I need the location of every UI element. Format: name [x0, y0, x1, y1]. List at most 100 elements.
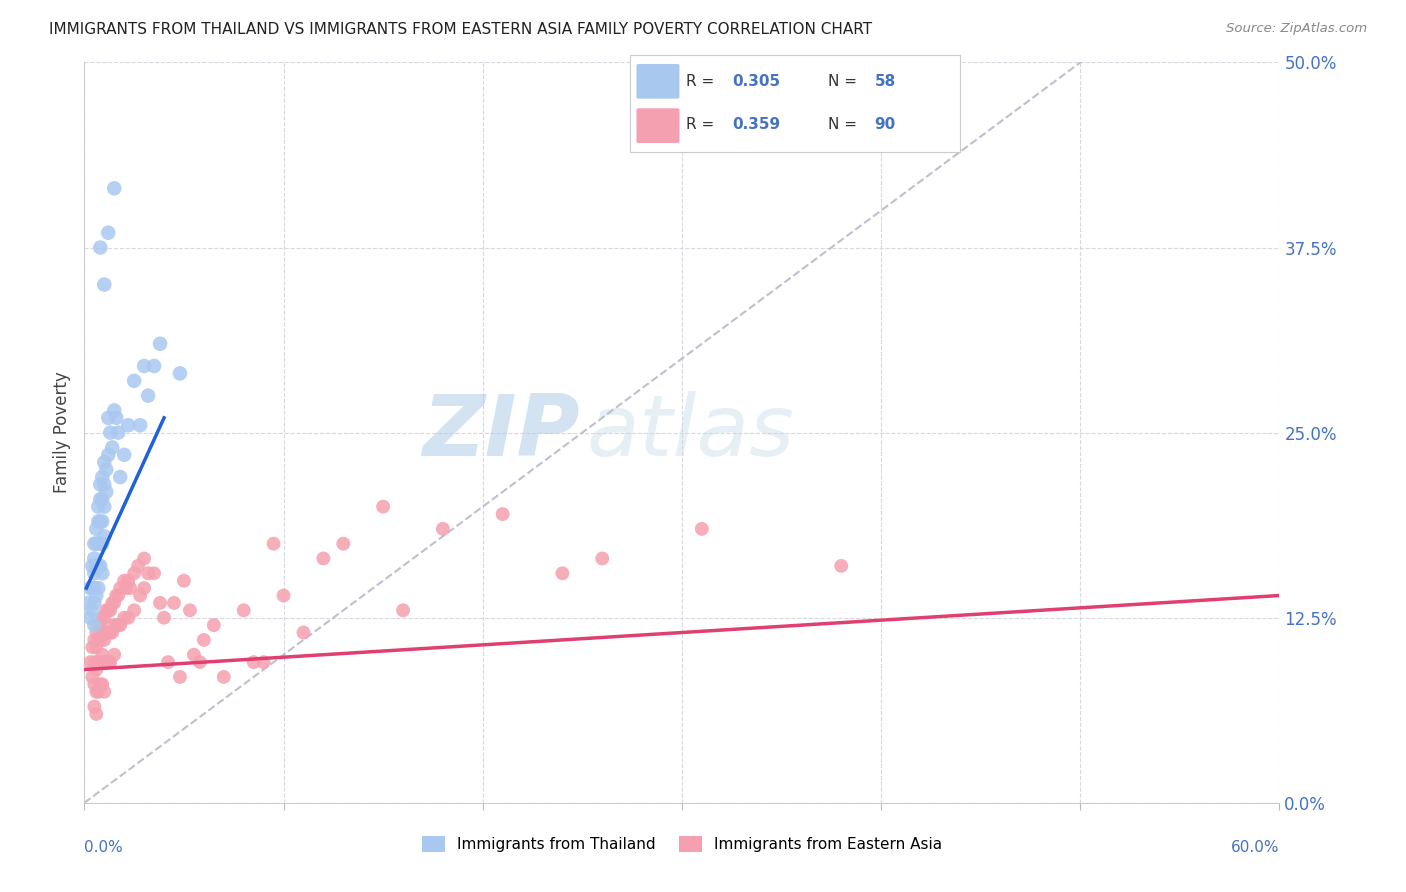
Point	[86, 640, 108, 655]
Point	[89, 677, 111, 691]
Point	[82, 603, 104, 617]
Point	[129, 589, 152, 603]
Point	[127, 558, 149, 573]
Point	[83, 581, 105, 595]
Point	[91, 677, 114, 691]
Point	[91, 566, 114, 581]
Text: 60.0%: 60.0%	[1232, 840, 1279, 855]
Point	[312, 551, 335, 566]
Point	[83, 536, 105, 550]
Point	[89, 632, 111, 647]
Text: atlas: atlas	[586, 391, 794, 475]
Point	[112, 574, 135, 588]
Point	[173, 574, 195, 588]
Point	[132, 581, 156, 595]
Point	[79, 610, 101, 624]
Point	[87, 618, 110, 632]
Point	[253, 655, 276, 669]
Text: 0.0%: 0.0%	[84, 840, 124, 855]
Text: IMMIGRANTS FROM THAILAND VS IMMIGRANTS FROM EASTERN ASIA FAMILY POVERTY CORRELAT: IMMIGRANTS FROM THAILAND VS IMMIGRANTS F…	[49, 22, 872, 37]
Point	[273, 589, 295, 603]
Point	[82, 581, 104, 595]
Point	[122, 566, 145, 581]
Point	[105, 589, 128, 603]
Point	[86, 706, 108, 721]
Point	[110, 618, 132, 632]
Point	[169, 367, 191, 381]
Point	[492, 507, 515, 521]
Text: 0.305: 0.305	[733, 74, 780, 89]
Point	[392, 603, 415, 617]
Point	[87, 685, 110, 699]
Point	[120, 581, 142, 595]
Point	[179, 603, 201, 617]
Point	[193, 632, 215, 647]
Point	[107, 618, 129, 632]
Point	[112, 610, 135, 624]
Point	[136, 566, 159, 581]
Point	[136, 388, 159, 402]
Text: R =: R =	[686, 74, 720, 89]
Point	[87, 655, 110, 669]
Point	[91, 648, 114, 662]
Point	[292, 625, 315, 640]
Point	[93, 529, 115, 543]
Point	[91, 515, 114, 529]
Point	[117, 610, 139, 624]
Point	[96, 603, 118, 617]
Point	[101, 441, 124, 455]
Text: Source: ZipAtlas.com: Source: ZipAtlas.com	[1226, 22, 1367, 36]
Point	[93, 632, 115, 647]
Point	[83, 596, 105, 610]
Point	[89, 536, 111, 550]
Point	[103, 618, 125, 632]
Point	[97, 410, 120, 425]
Point	[202, 618, 225, 632]
Point	[103, 648, 125, 662]
Point	[98, 603, 121, 617]
Point	[96, 462, 118, 476]
Point	[551, 566, 574, 581]
Point	[91, 492, 114, 507]
Point	[83, 618, 105, 632]
Point	[83, 655, 105, 669]
Point	[86, 685, 108, 699]
Point	[188, 655, 211, 669]
Point	[86, 536, 108, 550]
Point	[122, 603, 145, 617]
Point	[105, 618, 128, 632]
Text: ZIP: ZIP	[423, 391, 581, 475]
Y-axis label: Family Poverty: Family Poverty	[53, 372, 72, 493]
Point	[89, 477, 111, 491]
Point	[96, 655, 118, 669]
Point	[263, 536, 285, 550]
Point	[169, 670, 191, 684]
Point	[183, 648, 205, 662]
Point	[83, 566, 105, 581]
Point	[103, 596, 125, 610]
Point	[110, 470, 132, 484]
Point	[89, 515, 111, 529]
Point	[89, 655, 111, 669]
Point	[83, 551, 105, 566]
Point	[830, 558, 852, 573]
FancyBboxPatch shape	[637, 64, 679, 99]
Point	[82, 670, 104, 684]
Point	[97, 625, 120, 640]
Point	[91, 610, 114, 624]
Point	[93, 477, 115, 491]
Point	[149, 596, 172, 610]
Point	[143, 359, 166, 373]
Point	[149, 336, 172, 351]
Point	[107, 589, 129, 603]
Point	[91, 536, 114, 550]
Point	[87, 515, 110, 529]
Text: N =: N =	[828, 74, 862, 89]
Point	[103, 181, 125, 195]
Point	[79, 581, 101, 595]
Point	[96, 625, 118, 640]
Point	[105, 410, 128, 425]
Text: 58: 58	[875, 74, 896, 89]
Point	[86, 589, 108, 603]
Point	[143, 566, 166, 581]
